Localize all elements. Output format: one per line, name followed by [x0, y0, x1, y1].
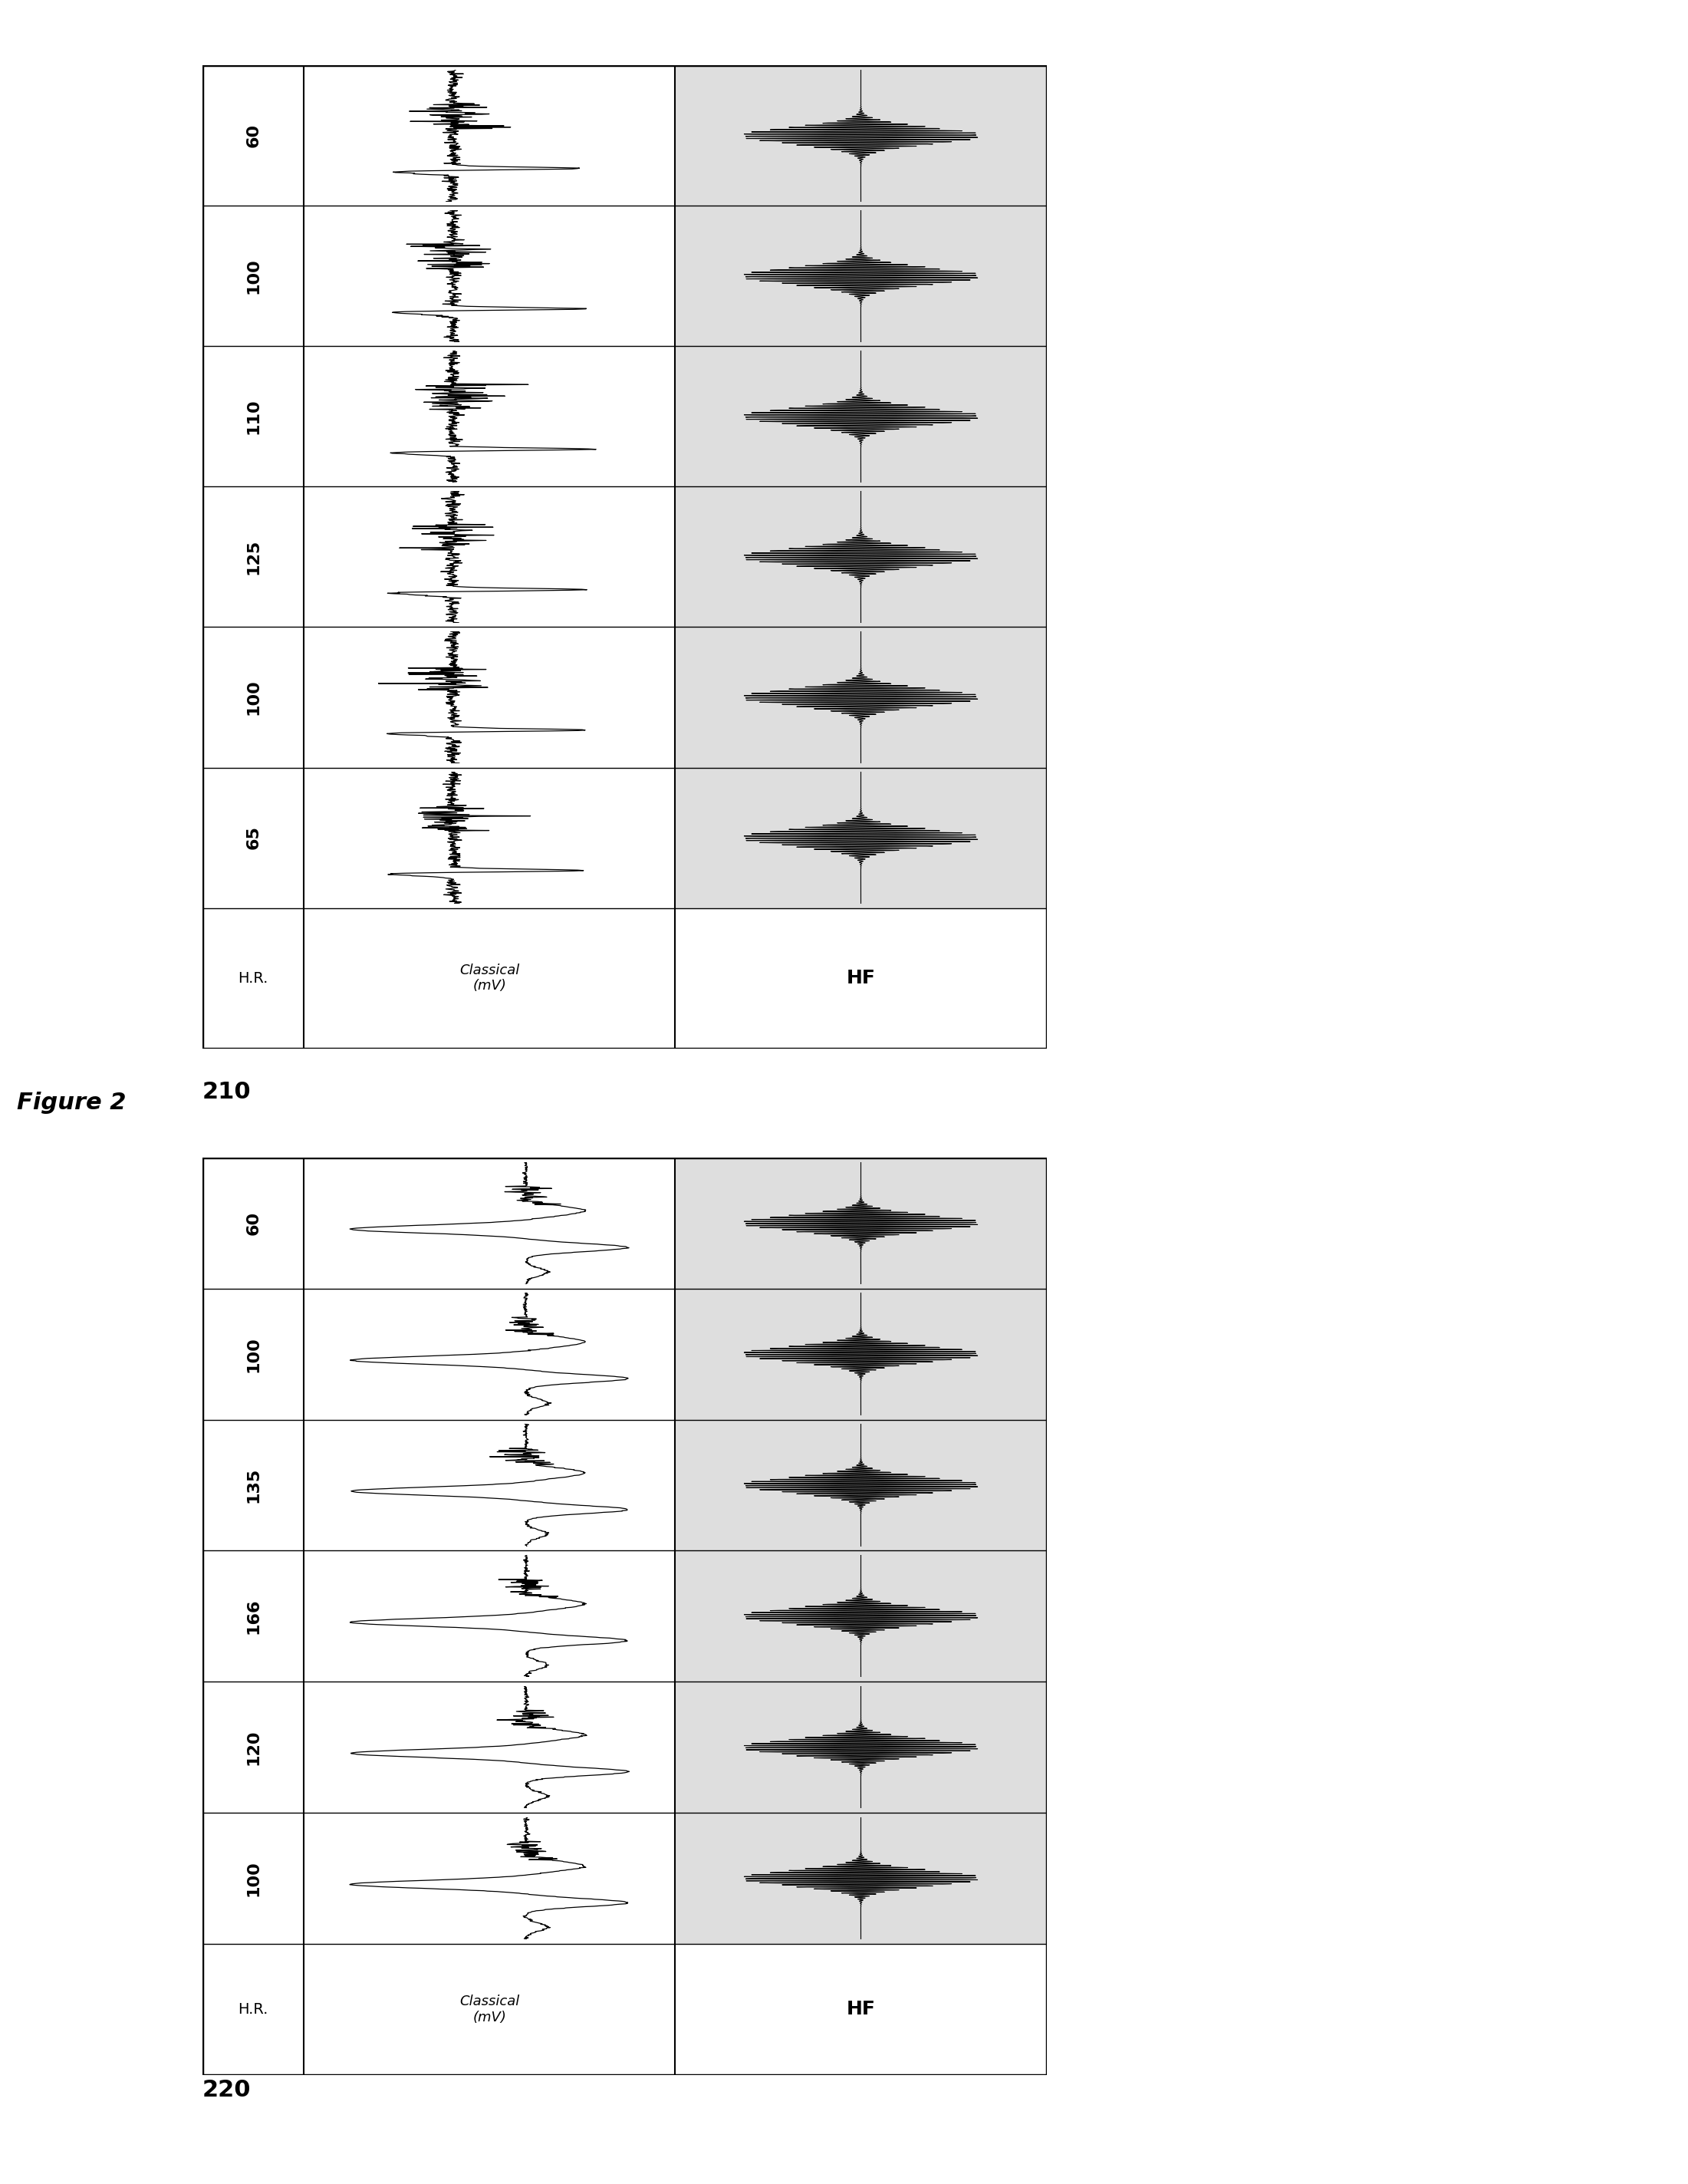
Bar [675, 66, 1047, 909]
Text: 100: 100 [245, 679, 262, 714]
Text: 166: 166 [245, 1599, 262, 1634]
Text: 60: 60 [245, 124, 262, 149]
Text: 100: 100 [245, 1861, 262, 1896]
Text: 210: 210 [203, 1081, 252, 1103]
Text: HF: HF [846, 2001, 876, 2018]
Text: 100: 100 [245, 1337, 262, 1372]
Bar [675, 1158, 1047, 1944]
Text: HF: HF [846, 970, 876, 987]
Text: 120: 120 [245, 1730, 262, 1765]
Text: 125: 125 [245, 539, 262, 574]
Text: H.R.: H.R. [238, 972, 268, 985]
Text: Classical
(mV): Classical (mV) [459, 1994, 520, 2025]
Text: H.R.: H.R. [238, 2003, 268, 2016]
Text: 110: 110 [245, 400, 262, 435]
Text: Classical
(mV): Classical (mV) [459, 963, 520, 994]
Text: Figure 2: Figure 2 [17, 1092, 127, 1114]
Text: 100: 100 [245, 258, 262, 295]
Text: 135: 135 [245, 1468, 262, 1503]
Text: 60: 60 [245, 1212, 262, 1234]
Text: 220: 220 [203, 2079, 252, 2101]
Text: 65: 65 [245, 826, 262, 850]
